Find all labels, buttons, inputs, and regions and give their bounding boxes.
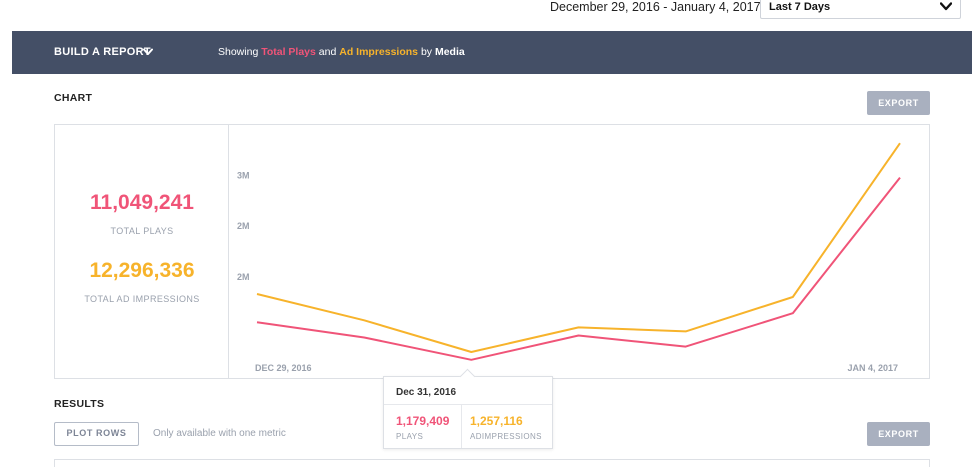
summary-dimension: Media: [434, 46, 465, 58]
summary-metric-ad-impressions: Ad Impressions: [339, 46, 419, 58]
chart-export-button[interactable]: EXPORT: [867, 91, 930, 115]
x-tick-label: JAN 4, 2017: [847, 363, 898, 373]
line-chart[interactable]: 3M 2M 2M DEC 29, 2016 JAN 4, 2017: [230, 125, 929, 378]
tooltip-date: Dec 31, 2016: [396, 387, 457, 398]
total-plays-value: 11,049,241: [90, 191, 194, 214]
summary-by: by: [420, 46, 433, 58]
y-tick-label: 2M: [237, 272, 250, 282]
chevron-down-icon: [940, 2, 952, 11]
build-report-button[interactable]: BUILD A REPORT: [54, 46, 151, 58]
period-select[interactable]: Last 7 Days: [760, 0, 961, 19]
report-navbar: BUILD A REPORT Showing Total Plays and A…: [12, 31, 972, 74]
series-line-plays[interactable]: [256, 176, 901, 361]
total-ad-impressions-value: 12,296,336: [89, 259, 195, 282]
chevron-down-icon[interactable]: [143, 48, 153, 56]
y-tick-label: 2M: [237, 221, 250, 231]
chart-tooltip: Dec 31, 2016 1,179,409 PLAYS 1,257,116 A…: [383, 368, 553, 449]
totals-panel: 11,049,241 TOTAL PLAYS 12,296,336 TOTAL …: [55, 125, 229, 378]
results-export-button[interactable]: EXPORT: [867, 422, 930, 446]
series-line-ad-impressions[interactable]: [256, 142, 901, 353]
y-tick-label: 3M: [237, 171, 250, 181]
line-chart-svg: 3M 2M 2M DEC 29, 2016 JAN 4, 2017: [237, 142, 901, 373]
date-range-text: December 29, 2016 - January 4, 2017: [550, 0, 761, 14]
tooltip-plays-label: PLAYS: [396, 432, 424, 441]
tooltip-plays-value: 1,179,409: [396, 414, 450, 428]
results-table: [54, 459, 930, 467]
tooltip-divider: [461, 405, 462, 448]
chart-section-title: CHART: [54, 92, 93, 104]
summary-prefix: Showing: [218, 46, 259, 58]
chart-panel: 11,049,241 TOTAL PLAYS 12,296,336 TOTAL …: [54, 124, 930, 379]
tooltip-ad-value: 1,257,116: [470, 414, 523, 428]
total-plays-label: TOTAL PLAYS: [110, 226, 174, 236]
results-section-title: RESULTS: [54, 398, 105, 410]
plot-rows-note: Only available with one metric: [153, 428, 286, 439]
plot-rows-button[interactable]: PLOT ROWS: [54, 422, 139, 446]
x-tick-label: DEC 29, 2016: [255, 363, 312, 373]
total-ad-impressions-label: TOTAL AD IMPRESSIONS: [84, 294, 200, 304]
report-summary: Showing Total Plays and Ad Impressions b…: [218, 46, 465, 58]
tooltip-divider: [384, 404, 552, 405]
summary-metric-plays: Total Plays: [261, 46, 316, 58]
top-bar: December 29, 2016 - January 4, 2017 Last…: [0, 0, 975, 31]
tooltip-ad-label: ADIMPRESSIONS: [470, 432, 542, 441]
period-select-value: Last 7 Days: [769, 1, 831, 13]
summary-and: and: [318, 46, 337, 58]
